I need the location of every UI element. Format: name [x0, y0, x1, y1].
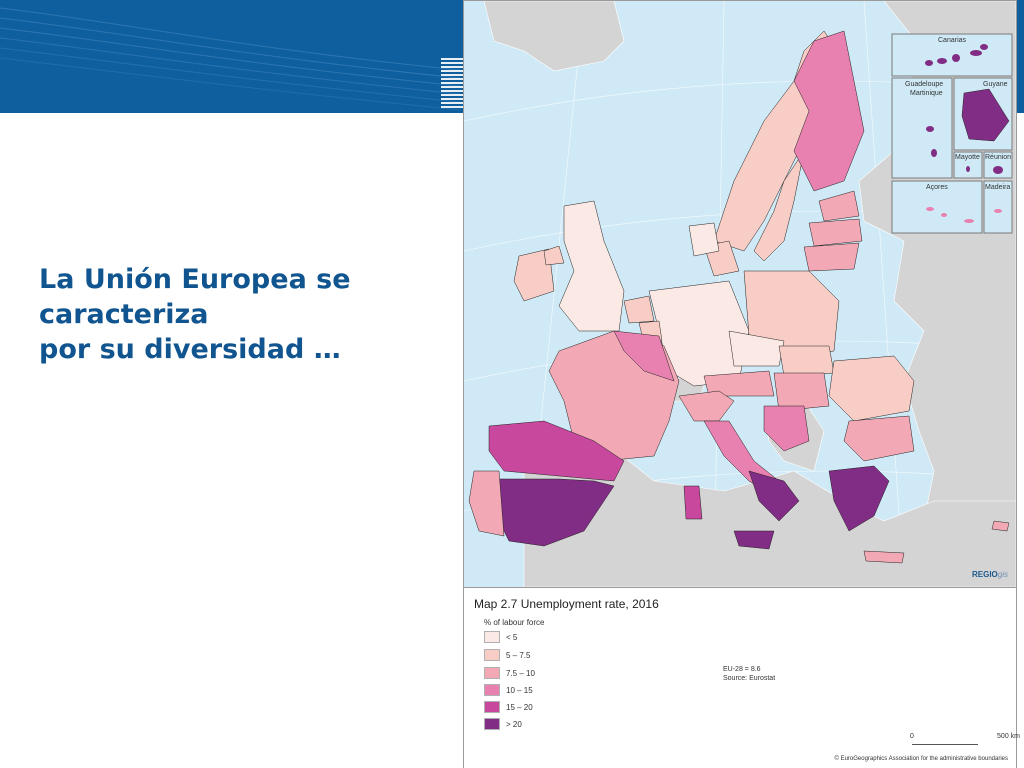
map-legend-panel: Map 2.7 Unemployment rate, 2016 % of lab… [463, 588, 1020, 768]
scale-max: 500 km [997, 733, 1020, 740]
inset-label-mayotte: Mayotte [955, 154, 980, 161]
inset-label-canarias: Canarias [938, 37, 967, 44]
copyright-note: © EuroGeographics Association for the ad… [834, 756, 1008, 762]
legend-subtitle: % of labour force [484, 618, 545, 627]
eu-average: EU-28 = 8.6 [723, 666, 761, 673]
legend-label: > 20 [506, 719, 522, 729]
slide-title: La Unión Europea se caracteriza por su d… [39, 262, 439, 367]
inset-label-acores: Açores [926, 184, 948, 191]
legend-label: 10 – 15 [506, 685, 533, 695]
legend-item: 5 – 7.5 [484, 649, 530, 661]
legend-item: 15 – 20 [484, 701, 533, 713]
map-title: Map 2.7 Unemployment rate, 2016 [474, 597, 659, 611]
regiogis-logo: REGIOgis [971, 570, 1008, 579]
inset-label-reunion: Réunion [985, 154, 1012, 161]
legend-label: 15 – 20 [506, 702, 533, 712]
legend-item: 10 – 15 [484, 684, 533, 696]
legend-swatch [484, 667, 500, 679]
legend-label: 7.5 – 10 [506, 668, 535, 678]
europe-unemployment-map: Canarias Guadeloupe Martinique Guyane Ma… [463, 0, 1017, 588]
inset-label-martinique: Martinique [910, 90, 943, 97]
legend-swatch [484, 701, 500, 713]
slide-title-line-2: caracteriza [39, 299, 209, 330]
legend-swatch [484, 649, 500, 661]
slide-title-line-3: por su diversidad … [39, 334, 341, 365]
inset-label-guyane: Guyane [983, 81, 1008, 88]
legend-swatch [484, 631, 500, 643]
scale-line [912, 744, 978, 745]
inset-label-madeira: Madeira [985, 184, 1011, 191]
eu-average-note: EU-28 = 8.6 Source: Eurostat [723, 665, 775, 683]
scale-min: 0 [910, 733, 914, 740]
legend-swatch [484, 718, 500, 730]
data-source: Source: Eurostat [723, 675, 776, 682]
map-drawing [464, 1, 1016, 587]
legend-label: 5 – 7.5 [506, 650, 531, 660]
scale-bar: 0 500 km [910, 733, 1020, 748]
legend-item: 7.5 – 10 [484, 667, 535, 679]
legend-item: < 5 [484, 631, 517, 643]
legend-item: > 20 [484, 718, 522, 730]
legend-label: < 5 [506, 632, 518, 642]
slide-title-line-1: La Unión Europea se [39, 264, 351, 295]
header-decoration [0, 7, 463, 111]
inset-label-guadeloupe: Guadeloupe [905, 81, 944, 88]
legend-swatch [484, 684, 500, 696]
